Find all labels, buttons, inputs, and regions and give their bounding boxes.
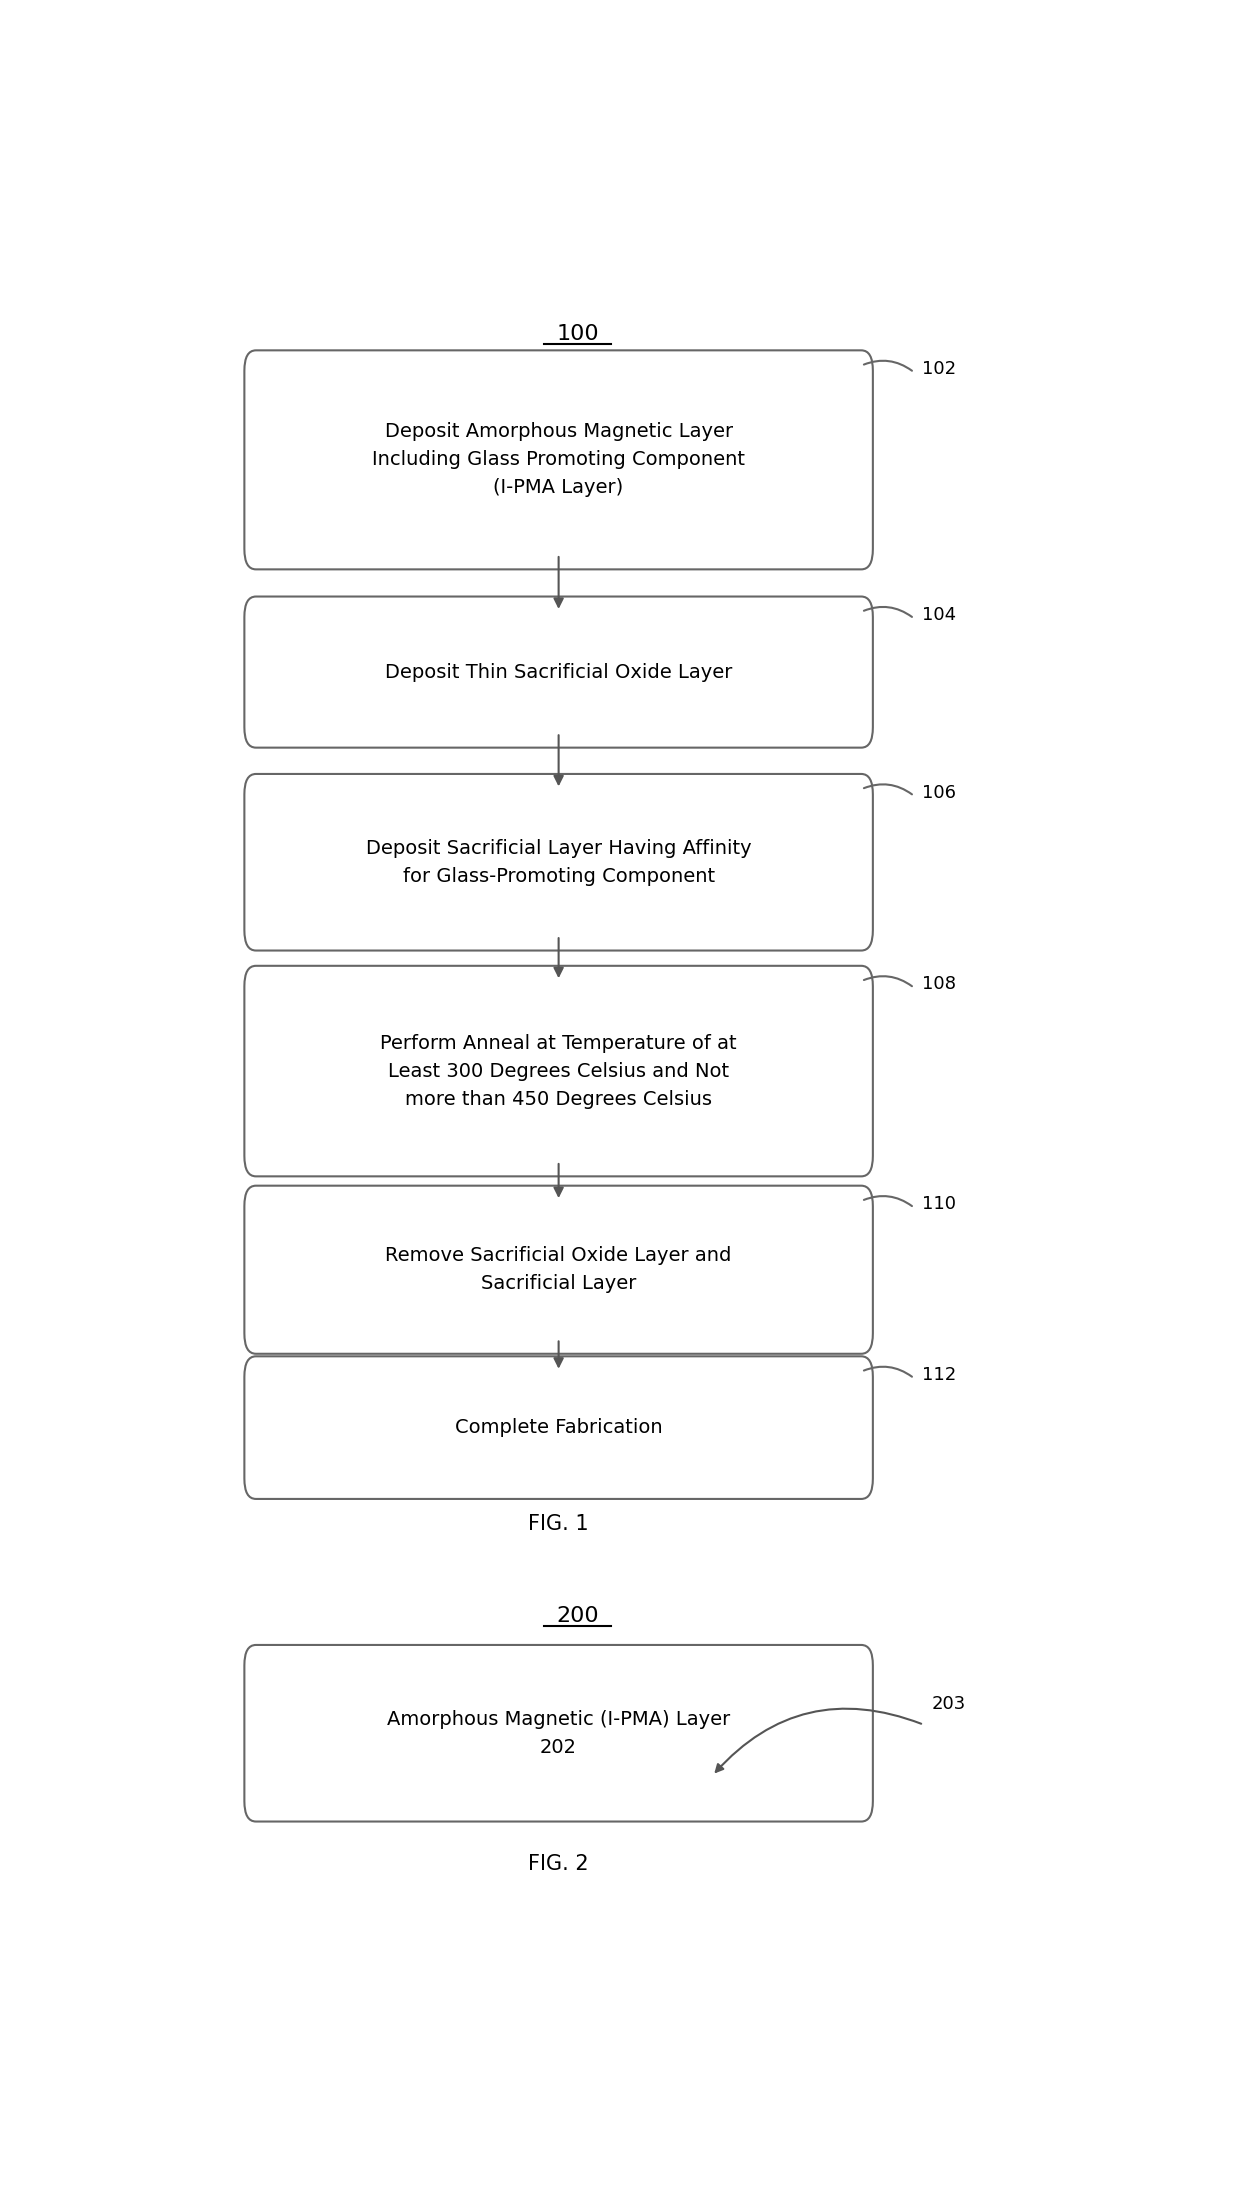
Text: 110: 110 [921, 1195, 956, 1213]
FancyBboxPatch shape [244, 774, 873, 950]
Text: Complete Fabrication: Complete Fabrication [455, 1418, 662, 1438]
Text: Deposit Amorphous Magnetic Layer
Including Glass Promoting Component
(I-PMA Laye: Deposit Amorphous Magnetic Layer Includi… [372, 423, 745, 498]
Text: Amorphous Magnetic (I-PMA) Layer
202: Amorphous Magnetic (I-PMA) Layer 202 [387, 1709, 730, 1757]
Text: 100: 100 [557, 324, 599, 344]
Text: 112: 112 [921, 1365, 956, 1385]
Text: FIG. 2: FIG. 2 [528, 1854, 589, 1874]
Text: 104: 104 [921, 606, 956, 624]
Text: FIG. 1: FIG. 1 [528, 1515, 589, 1535]
FancyBboxPatch shape [244, 351, 873, 569]
FancyBboxPatch shape [244, 1356, 873, 1499]
Text: Deposit Sacrificial Layer Having Affinity
for Glass-Promoting Component: Deposit Sacrificial Layer Having Affinit… [366, 838, 751, 886]
Text: 106: 106 [921, 783, 956, 803]
FancyBboxPatch shape [244, 1645, 873, 1821]
FancyBboxPatch shape [244, 1186, 873, 1354]
Text: Perform Anneal at Temperature of at
Least 300 Degrees Celsius and Not
more than : Perform Anneal at Temperature of at Leas… [381, 1034, 737, 1109]
Text: Deposit Thin Sacrificial Oxide Layer: Deposit Thin Sacrificial Oxide Layer [384, 662, 733, 681]
FancyBboxPatch shape [244, 598, 873, 747]
FancyBboxPatch shape [244, 966, 873, 1175]
Text: 200: 200 [557, 1605, 599, 1625]
Text: Remove Sacrificial Oxide Layer and
Sacrificial Layer: Remove Sacrificial Oxide Layer and Sacri… [386, 1246, 732, 1292]
Text: 108: 108 [921, 975, 956, 994]
Text: 102: 102 [921, 359, 956, 377]
Text: 203: 203 [931, 1696, 966, 1713]
